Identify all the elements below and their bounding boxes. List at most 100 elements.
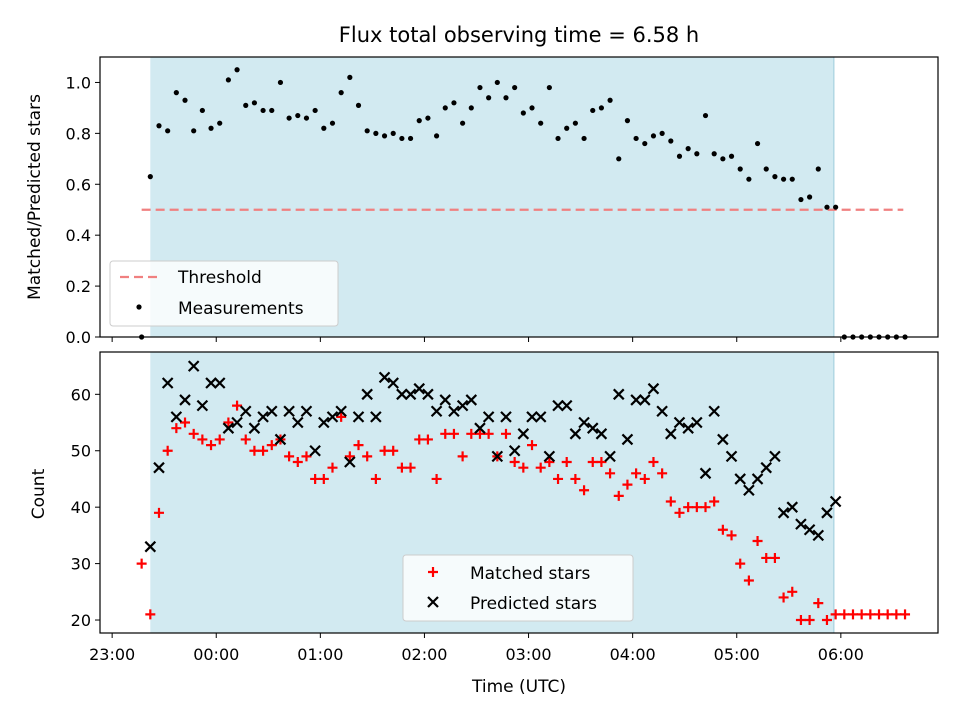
- predicted-stars-point: [344, 456, 356, 468]
- measurement-point: [243, 102, 249, 108]
- legend-predicted-label: Predicted stars: [470, 594, 597, 614]
- matched-stars-point: [448, 428, 459, 439]
- predicted-stars-point: [777, 507, 790, 519]
- measurement-point: [286, 115, 292, 121]
- predicted-stars-point: [656, 405, 668, 418]
- predicted-stars-point: [326, 411, 339, 423]
- matched-stars-point: [587, 457, 598, 468]
- predicted-stars-point: [769, 450, 781, 463]
- matched-stars-point: [847, 609, 858, 620]
- predicted-stars-point: [795, 518, 807, 530]
- predicted-stars-point: [283, 405, 295, 418]
- measurement-point: [199, 107, 205, 114]
- y-tick-label: 1.0: [66, 73, 91, 92]
- predicted-stars-point: [647, 382, 660, 395]
- predicted-stars-point: [682, 422, 694, 434]
- predicted-stars-point: [430, 405, 443, 418]
- measurement-point: [833, 204, 839, 210]
- matched-stars-point: [821, 615, 832, 626]
- measurement-point: [303, 115, 310, 121]
- predicted-stars-point: [717, 433, 729, 446]
- measurement-point: [399, 135, 405, 142]
- matched-stars-point: [787, 586, 798, 597]
- measurement-point: [555, 135, 561, 142]
- predicted-stars-point: [153, 461, 165, 474]
- predicted-stars-point: [387, 377, 399, 389]
- matched-stars-point: [882, 609, 893, 620]
- predicted-stars-point: [239, 405, 252, 418]
- measurement-point: [208, 125, 214, 131]
- matched-stars-point: [726, 530, 737, 541]
- matched-stars-point: [769, 552, 780, 563]
- matched-stars-point: [353, 440, 364, 451]
- predicted-stars-point: [630, 394, 642, 406]
- matched-stars-point: [457, 451, 468, 462]
- matched-stars-point: [839, 609, 850, 620]
- measurement-point: [763, 166, 769, 172]
- matched-stars-point: [440, 428, 451, 439]
- predicted-stars-point: [170, 411, 183, 423]
- matched-stars-point: [683, 502, 694, 513]
- measurement-point: [355, 102, 362, 108]
- measurement-point: [824, 204, 830, 210]
- measurement-point: [538, 120, 544, 126]
- y-tick-label: 0.0: [66, 328, 91, 347]
- measurement-point: [564, 125, 570, 131]
- measurement-point: [260, 107, 266, 114]
- matched-stars-point: [266, 440, 277, 451]
- measurement-point: [598, 105, 605, 111]
- predicted-stars-point: [248, 422, 261, 434]
- predicted-stars-point: [595, 428, 608, 440]
- measurement-point: [165, 128, 171, 134]
- measurement-point: [468, 105, 474, 111]
- matched-stars-point: [405, 462, 416, 473]
- measurement-point: [772, 174, 778, 180]
- matched-stars-point: [674, 507, 685, 518]
- predicted-stars-point: [621, 433, 634, 446]
- x-axis-label: Time (UTC): [471, 677, 566, 697]
- x-tick-label: 00:00: [193, 645, 239, 664]
- matched-stars-point: [153, 507, 164, 518]
- measurement-point: [798, 196, 804, 203]
- measurement-point: [607, 97, 613, 103]
- measurement-point: [711, 151, 717, 157]
- predicted-stars-point: [743, 484, 755, 497]
- matched-stars-point: [622, 479, 633, 490]
- matched-stars-point: [206, 440, 217, 451]
- predicted-stars-point: [803, 523, 816, 536]
- matched-stars-point: [735, 558, 746, 569]
- measurement-point: [624, 118, 631, 124]
- predicted-stars-point: [213, 377, 226, 389]
- matched-stars-point: [553, 473, 564, 484]
- predicted-stars-point: [552, 399, 564, 412]
- y-tick-label: 50: [71, 442, 91, 461]
- matched-stars-point: [761, 552, 772, 563]
- predicted-stars-point: [586, 422, 599, 434]
- matched-stars-point: [431, 473, 442, 484]
- predicted-stars-point: [404, 388, 417, 401]
- matched-stars-point: [370, 473, 381, 484]
- matched-stars-point: [605, 468, 616, 479]
- x-tick-label: 03:00: [505, 645, 551, 664]
- predicted-stars-point: [639, 394, 651, 406]
- predicted-stars-point: [300, 405, 313, 418]
- matched-stars-point: [362, 451, 373, 462]
- measurement-point: [780, 176, 787, 182]
- y-tick-label: 0.8: [66, 124, 91, 143]
- predicted-stars-point: [274, 433, 287, 446]
- matched-stars-point: [700, 502, 711, 513]
- matched-stars-point: [422, 434, 433, 445]
- x-tick-label: 01:00: [297, 645, 343, 664]
- measurement-point: [156, 123, 162, 129]
- measurement-point: [642, 140, 648, 147]
- matched-stars-point: [388, 445, 399, 456]
- legend-ratio: Threshold Measurements: [109, 260, 339, 327]
- matched-stars-point: [396, 462, 407, 473]
- predicted-stars-point: [560, 399, 573, 412]
- measurement-point: [338, 90, 344, 96]
- matched-stars-point: [500, 428, 511, 439]
- predicted-stars-point: [821, 507, 833, 519]
- matched-stars-point: [180, 417, 191, 428]
- matched-stars-point: [258, 445, 269, 456]
- legend-matched-swatch: [428, 567, 438, 577]
